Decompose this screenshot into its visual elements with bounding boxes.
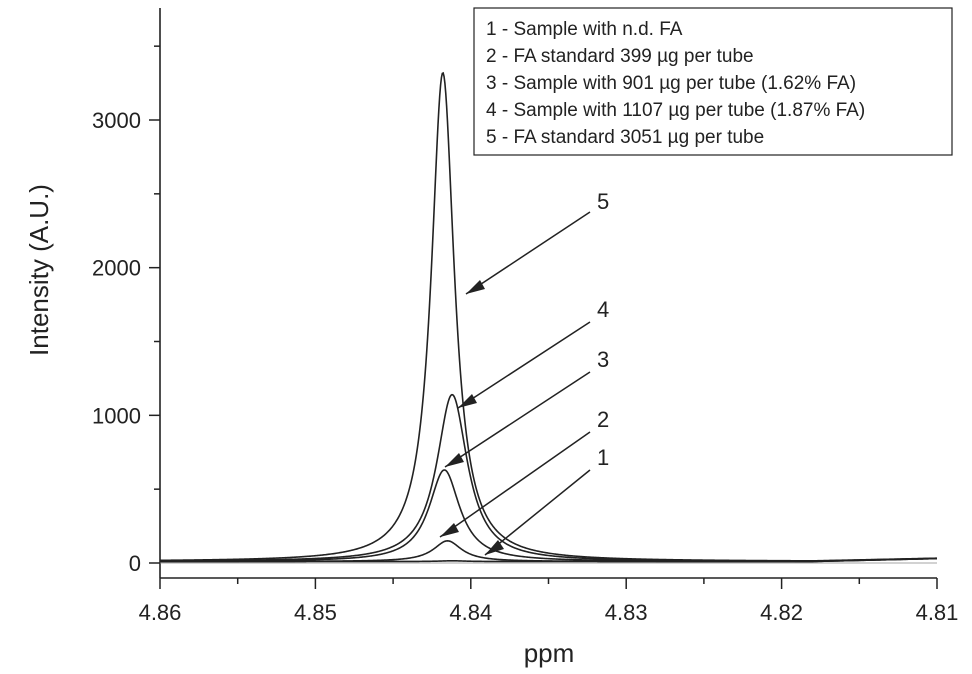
- arrow-1: [484, 469, 591, 556]
- arrowhead-1: [485, 540, 504, 555]
- annotation-2: 2: [439, 407, 609, 538]
- annotation-3: 3: [444, 347, 609, 468]
- annotation-label-1: 1: [597, 445, 609, 470]
- y-tick-label: 2000: [92, 256, 141, 281]
- x-tick-label: 4.84: [449, 600, 492, 625]
- annotation-label-5: 5: [597, 189, 609, 214]
- annotation-4: 4: [457, 297, 609, 409]
- legend-entry-1: 1 - Sample with n.d. FA: [486, 19, 683, 40]
- arrow-5: [465, 211, 591, 295]
- series-3-curve: [160, 469, 938, 563]
- legend-entry-3: 3 - Sample with 901 µg per tube (1.62% F…: [486, 73, 856, 94]
- legend-box: [473, 7, 953, 156]
- series-5-curve: [159, 71, 938, 562]
- y-ticks: 0 1000 2000 3000: [92, 45, 160, 576]
- annotation-label-4: 4: [597, 297, 609, 322]
- legend-entry-5: 5 - FA standard 3051 µg per tube: [486, 127, 764, 148]
- x-tick-label: 4.83: [605, 600, 648, 625]
- arrow-3: [444, 371, 591, 468]
- annotation-label-2: 2: [597, 407, 609, 432]
- arrowhead-2: [440, 523, 459, 537]
- annotation-1: 1: [484, 445, 609, 556]
- arrowhead-3: [445, 453, 464, 467]
- x-axis-title: ppm: [524, 638, 575, 668]
- arrow-4: [457, 321, 591, 409]
- series-curves: [159, 71, 938, 563]
- x-tick-label: 4.81: [916, 600, 959, 625]
- legend-entry-4: 4 - Sample with 1107 µg per tube (1.87% …: [486, 100, 865, 121]
- series-4-curve: [159, 393, 938, 562]
- x-tick-label: 4.86: [139, 600, 182, 625]
- arrowhead-5: [466, 280, 485, 294]
- y-tick-label: 1000: [92, 403, 141, 428]
- x-ticks: 4.86 4.85 4.84 4.83 4.82 4.81: [139, 578, 959, 625]
- annotation-label-3: 3: [597, 347, 609, 372]
- legend-entry-2: 2 - FA standard 399 µg per tube: [486, 46, 754, 67]
- legend: 1 - Sample with n.d. FA 2 - FA standard …: [473, 7, 953, 156]
- y-axis-title: Intensity (A.U.): [24, 184, 54, 356]
- annotation-5: 5: [465, 189, 609, 295]
- y-tick-label: 0: [129, 551, 141, 576]
- y-tick-label: 3000: [92, 108, 141, 133]
- x-tick-label: 4.85: [294, 600, 337, 625]
- x-tick-label: 4.82: [760, 600, 803, 625]
- arrowhead-4: [458, 394, 477, 408]
- annotations: 5 4 3 2 1: [439, 189, 609, 556]
- arrow-2: [439, 431, 591, 538]
